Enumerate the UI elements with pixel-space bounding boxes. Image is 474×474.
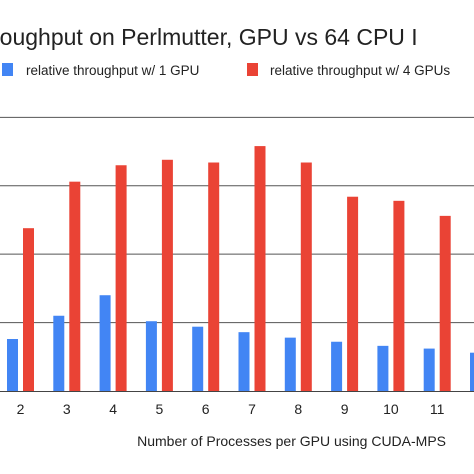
bar-1gpu-4 (99, 295, 111, 391)
legend-swatch-4gpu (247, 63, 258, 76)
chart-title: roughput on Perlmutter, GPU vs 64 CPU I (0, 24, 418, 50)
bar-4gpu-10 (393, 200, 405, 391)
bar-4gpu-8 (300, 162, 312, 391)
bar-1gpu-12 (470, 352, 474, 391)
legend-swatch-1gpu (2, 63, 13, 76)
bar-4gpu-4 (115, 165, 127, 391)
bar-4gpu-2 (23, 228, 34, 391)
x-tick-4: 4 (109, 401, 117, 417)
x-tick-10: 10 (383, 401, 399, 417)
bar-1gpu-10 (377, 345, 389, 391)
x-tick-7: 7 (248, 401, 256, 417)
bar-1gpu-6 (192, 326, 204, 391)
bars (7, 146, 474, 391)
bar-1gpu-2 (7, 339, 18, 391)
x-tick-8: 8 (294, 401, 302, 417)
bar-1gpu-3 (53, 315, 65, 391)
bar-4gpu-3 (69, 181, 81, 391)
bar-4gpu-5 (161, 159, 173, 391)
bar-1gpu-11 (423, 348, 435, 391)
legend-label-4gpu: relative throughput w/ 4 GPUs (270, 63, 450, 78)
x-tick-5: 5 (156, 401, 164, 417)
bar-4gpu-7 (254, 146, 266, 391)
bar-4gpu-11 (439, 215, 451, 391)
bar-1gpu-7 (238, 332, 250, 391)
x-tick-11: 11 (430, 401, 445, 417)
legend-label-1gpu: relative throughput w/ 1 GPU (26, 63, 199, 78)
bar-4gpu-6 (208, 162, 220, 391)
bar-1gpu-8 (284, 337, 296, 391)
bar-4gpu-9 (347, 196, 359, 391)
bar-1gpu-9 (331, 341, 343, 391)
x-tick-6: 6 (202, 401, 210, 417)
x-tick-labels: 2 3 4 5 6 7 8 9 10 11 (17, 401, 445, 417)
x-tick-3: 3 (63, 401, 71, 417)
x-tick-9: 9 (341, 401, 349, 417)
bar-1gpu-5 (145, 321, 157, 391)
x-axis-title: Number of Processes per GPU using CUDA-M… (137, 433, 446, 449)
x-tick-2: 2 (17, 401, 25, 417)
